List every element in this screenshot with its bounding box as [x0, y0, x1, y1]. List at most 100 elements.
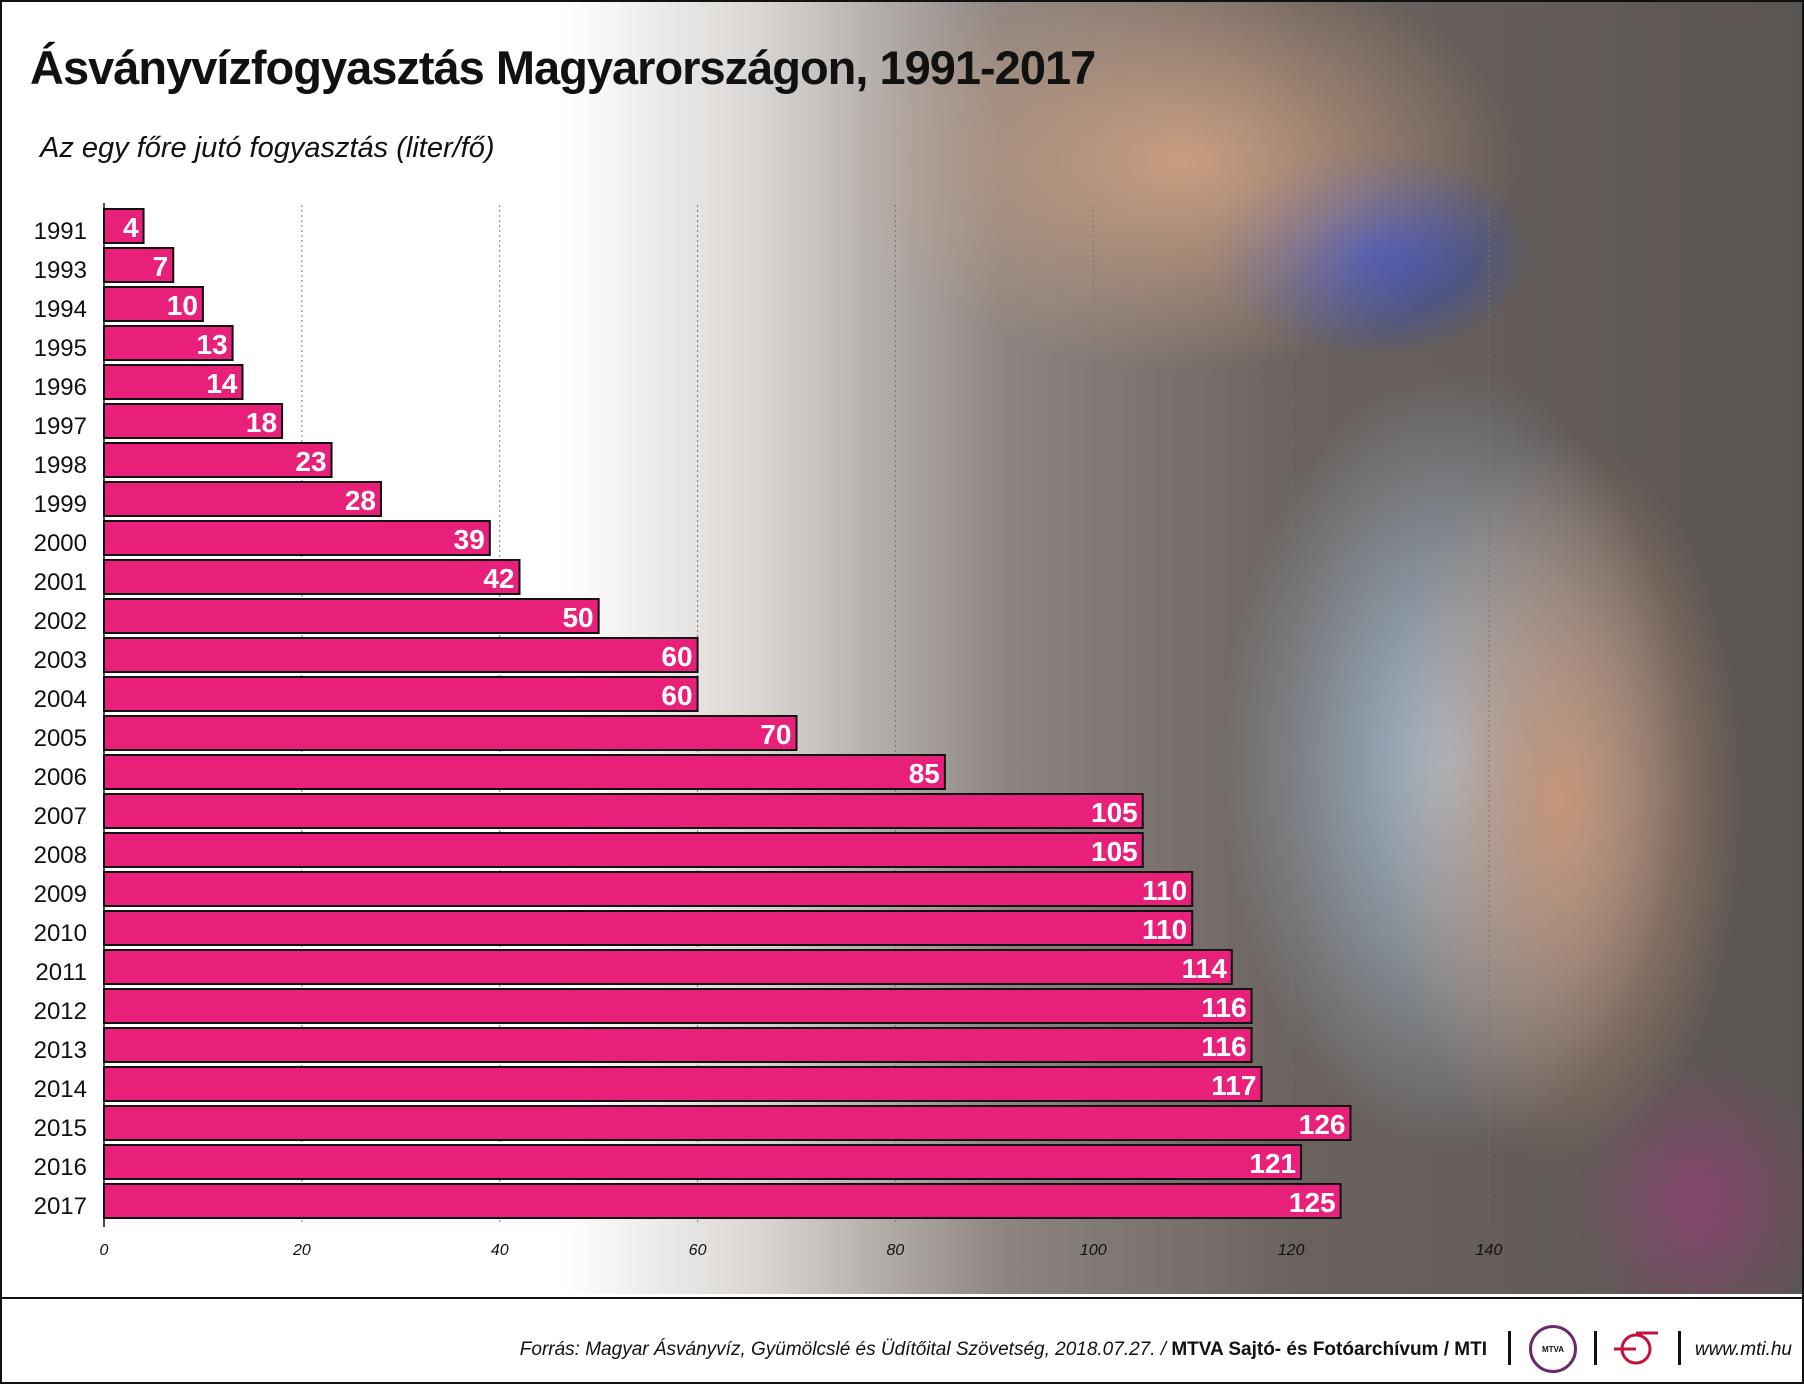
data-label: 105 — [1091, 797, 1138, 828]
data-label: 4 — [123, 212, 139, 243]
bar — [103, 988, 1253, 1024]
chart-subtitle: Az egy főre jutó fogyasztás (liter/fő) — [40, 132, 495, 164]
separator — [1594, 1331, 1597, 1365]
data-label: 18 — [246, 407, 277, 438]
x-tick-label: 100 — [1080, 1242, 1107, 1259]
data-label: 60 — [661, 641, 692, 672]
data-label: 70 — [760, 719, 791, 750]
bar — [103, 1066, 1263, 1102]
data-label: 10 — [167, 290, 198, 321]
bar — [103, 520, 491, 556]
data-label: 121 — [1249, 1148, 1296, 1179]
data-label: 13 — [196, 329, 227, 360]
data-label: 116 — [1201, 992, 1246, 1023]
y-tick-label: 1995 — [34, 335, 87, 362]
bar — [103, 832, 1144, 868]
bar — [103, 910, 1194, 946]
bar — [103, 481, 382, 517]
y-tick-label: 2001 — [34, 569, 87, 596]
separator — [1678, 1331, 1681, 1365]
y-tick-label: 2012 — [34, 998, 87, 1025]
website-url: www.mti.hu — [1694, 1339, 1792, 1360]
bar — [103, 715, 798, 751]
x-tick-label: 60 — [689, 1242, 707, 1259]
x-tick-label: 0 — [100, 1242, 109, 1259]
y-tick-label: 2008 — [34, 842, 87, 869]
bar — [103, 325, 234, 361]
x-tick-label: 40 — [491, 1242, 509, 1259]
data-label: 28 — [345, 485, 376, 516]
data-label: 110 — [1142, 875, 1187, 906]
y-tick-label: 2002 — [34, 608, 87, 635]
data-label: 39 — [454, 524, 485, 555]
data-label: 50 — [562, 602, 593, 633]
bar — [103, 1027, 1253, 1063]
data-label: 110 — [1142, 914, 1187, 945]
bar — [103, 442, 333, 478]
y-tick-label: 1999 — [34, 491, 87, 518]
y-tick-label: 2007 — [34, 803, 87, 830]
labels: 0 20 40 60 80 100 120 140 1991 4 1993 7 1994 10 1995 13… — [34, 212, 1503, 1259]
y-tick-label: 1993 — [34, 257, 87, 284]
bar — [103, 598, 600, 634]
y-tick-label: 1994 — [34, 296, 87, 323]
bar — [103, 871, 1194, 907]
bar — [103, 637, 699, 673]
bar — [103, 559, 521, 595]
mti-logo — [1614, 1331, 1658, 1365]
data-label: 114 — [1182, 953, 1228, 984]
y-tick-label: 1996 — [34, 374, 87, 401]
bar — [103, 793, 1144, 829]
data-label: 60 — [661, 680, 692, 711]
bar — [103, 364, 244, 400]
data-label: 126 — [1299, 1109, 1346, 1140]
bar — [103, 208, 145, 244]
data-label: 116 — [1201, 1031, 1246, 1062]
y-tick-label: 2003 — [34, 647, 87, 674]
bar-chart: 0 20 40 60 80 100 120 140 1991 4 1993 7 1994 10 1995 13… — [34, 203, 1503, 1259]
separator — [1508, 1331, 1511, 1365]
y-tick-label: 2017 — [34, 1193, 87, 1220]
source-note: Forrás: Magyar Ásványvíz, Gyümölcslé és … — [520, 1339, 1487, 1361]
chart-title: Ásványvízfogyasztás Magyarországon, 1991… — [30, 41, 1096, 94]
y-tick-label: 1998 — [34, 452, 87, 479]
bar — [103, 403, 284, 439]
source-text: Forrás: Magyar Ásványvíz, Gyümölcslé és … — [519, 1339, 1172, 1360]
source-credit: MTVA Sajtó- és Fotóarchívum / MTI — [1171, 1339, 1487, 1360]
y-tick-label: 2013 — [34, 1037, 87, 1064]
data-label: 85 — [909, 758, 940, 789]
y-tick-label: 2004 — [34, 686, 87, 713]
x-tick-label: 80 — [887, 1242, 905, 1259]
y-tick-label: 1997 — [34, 413, 87, 440]
data-label: 23 — [295, 446, 326, 477]
bar — [103, 286, 204, 322]
y-tick-label: 2010 — [34, 920, 87, 947]
x-tick-label: 20 — [292, 1242, 311, 1259]
y-tick-label: 2015 — [34, 1115, 87, 1142]
y-tick-label: 2005 — [34, 725, 87, 752]
x-tick-label: 140 — [1476, 1242, 1503, 1259]
y-tick-label: 2006 — [34, 764, 87, 791]
y-tick-label: 2014 — [34, 1076, 87, 1103]
footer: Forrás: Magyar Ásványvíz, Gyümölcslé és … — [2, 1297, 1802, 1382]
data-label: 7 — [153, 251, 169, 282]
data-label: 14 — [206, 368, 238, 399]
mtva-logo: MTVA — [1529, 1325, 1577, 1373]
bar — [103, 1105, 1352, 1141]
y-tick-label: 2011 — [35, 959, 87, 986]
bar — [103, 1144, 1303, 1180]
bars — [103, 208, 1352, 1219]
data-label: 117 — [1211, 1070, 1256, 1101]
y-tick-label: 2016 — [34, 1154, 87, 1181]
data-label: 42 — [483, 563, 514, 594]
y-tick-label: 1991 — [34, 218, 87, 245]
y-tick-label: 2000 — [34, 530, 87, 557]
bar — [103, 1183, 1342, 1219]
mtva-logo-text: MTVA — [1541, 1344, 1565, 1354]
y-tick-label: 2009 — [34, 881, 87, 908]
bar — [103, 247, 175, 283]
bar — [103, 754, 946, 790]
x-tick-label: 120 — [1278, 1242, 1305, 1259]
data-label: 125 — [1289, 1187, 1336, 1218]
